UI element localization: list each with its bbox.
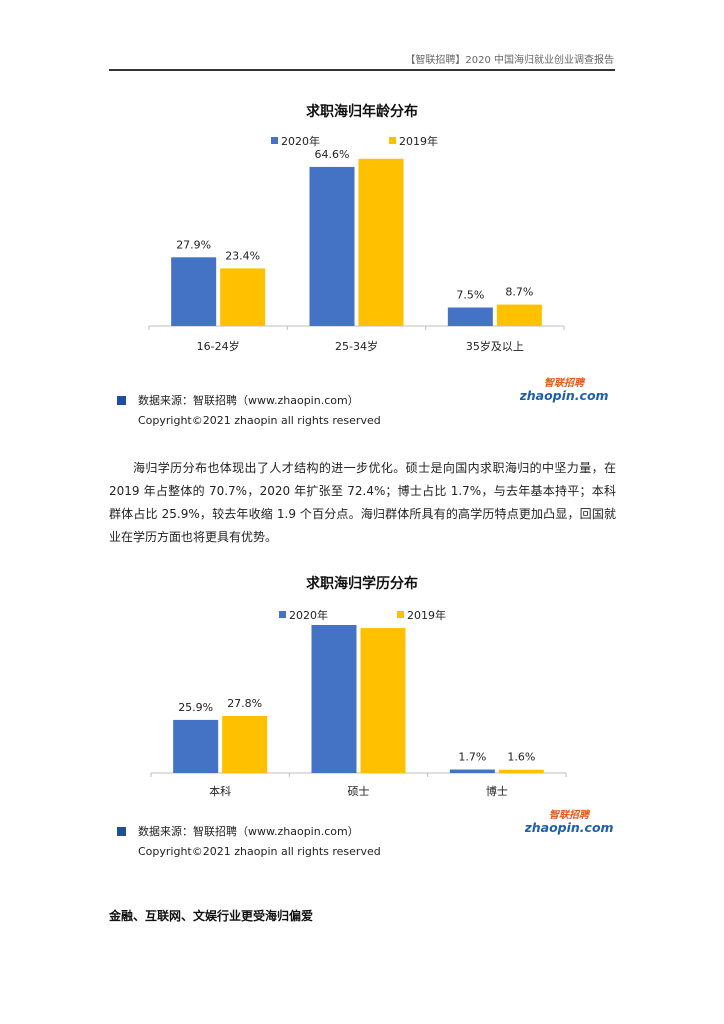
header-divider bbox=[109, 69, 615, 71]
bar-2019年-25-34岁 bbox=[358, 158, 404, 326]
bar-2020年-16-24岁 bbox=[171, 257, 217, 326]
legend-item-2020: 2020年 bbox=[271, 133, 320, 149]
bar-2019年-本科 bbox=[222, 716, 268, 773]
chart2-title: 求职海归学历分布 bbox=[306, 576, 418, 592]
data-label: 7.5% bbox=[456, 289, 484, 302]
legend-swatch-2020 bbox=[271, 137, 278, 144]
legend-label-2020: 2020年 bbox=[281, 135, 320, 148]
source-marker-icon bbox=[117, 827, 126, 836]
legend-item-2020: 2020年 bbox=[279, 607, 328, 623]
chart1-copyright: Copyright©2021 zhaopin all rights reserv… bbox=[138, 414, 381, 427]
logo-en-text: zhaopin.com bbox=[525, 820, 613, 835]
data-label: 23.4% bbox=[225, 249, 260, 262]
chart1-plot: 27.9% 23.4% 16-24岁 64.6% 67.9% 25-34岁 7.5% 8.7%… bbox=[148, 150, 565, 353]
body-paragraph: 海归学历分布也体现出了人才结构的进一步优化。硕士是向国内求职海归的中坚力量，在 … bbox=[109, 461, 616, 544]
page-header: 【智联招聘】2020 中国海归就业创业调查报告 bbox=[405, 55, 614, 66]
chart1-source: 数据来源：智联招聘（www.zhaopin.com） bbox=[117, 392, 359, 408]
chart2-copyright: Copyright©2021 zhaopin all rights reserv… bbox=[138, 845, 381, 858]
bar-2019年-35岁及以上 bbox=[496, 304, 542, 326]
legend-item-2019: 2019年 bbox=[397, 607, 446, 623]
data-label: 8.7% bbox=[505, 286, 533, 299]
legend-label-2019: 2019年 bbox=[407, 609, 446, 622]
data-label: 67.9% bbox=[364, 150, 399, 153]
category-label: 35岁及以上 bbox=[466, 339, 524, 353]
chart1-source-text: 数据来源：智联招聘（www.zhaopin.com） bbox=[138, 394, 359, 407]
category-label: 16-24岁 bbox=[197, 339, 240, 353]
bar-2020年-25-34岁 bbox=[309, 166, 355, 326]
chart2-plot: 25.9%27.8%本科72.4%70.7%硕士1.7%1.6%博士 bbox=[150, 625, 567, 798]
data-label: 27.9% bbox=[176, 238, 211, 251]
bar-2020年-本科 bbox=[173, 719, 219, 773]
legend-label-2020: 2020年 bbox=[289, 609, 328, 622]
bar-2019年-硕士 bbox=[360, 628, 406, 773]
chart2-source: 数据来源：智联招聘（www.zhaopin.com） bbox=[117, 823, 359, 839]
category-label: 博士 bbox=[486, 785, 508, 798]
chart1-title: 求职海归年龄分布 bbox=[306, 104, 418, 120]
data-label: 64.6% bbox=[315, 150, 350, 161]
logo-cn-text: 智联招聘 bbox=[549, 809, 591, 821]
data-label: 1.6% bbox=[507, 751, 535, 764]
category-label: 本科 bbox=[209, 784, 231, 798]
data-label: 27.8% bbox=[227, 697, 262, 710]
bar-2020年-硕士 bbox=[311, 625, 357, 773]
logo-cn-text: 智联招聘 bbox=[544, 377, 586, 389]
bar-2019年-博士 bbox=[498, 769, 544, 773]
zhaopin-logo-icon: 智联招聘 zhaopin.com bbox=[525, 809, 613, 835]
legend-swatch-2020 bbox=[279, 611, 286, 618]
legend-label-2019: 2019年 bbox=[399, 135, 438, 148]
zhaopin-logo-icon: 智联招聘 zhaopin.com bbox=[520, 377, 608, 403]
data-label: 1.7% bbox=[458, 751, 486, 764]
bar-2020年-博士 bbox=[449, 769, 495, 773]
logo-en-text: zhaopin.com bbox=[520, 388, 608, 403]
legend-swatch-2019 bbox=[397, 611, 404, 618]
category-label: 硕士 bbox=[348, 785, 370, 798]
legend-swatch-2019 bbox=[389, 137, 396, 144]
legend-item-2019: 2019年 bbox=[389, 133, 438, 149]
source-marker-icon bbox=[117, 396, 126, 405]
section-heading: 金融、互联网、文娱行业更受海归偏爱 bbox=[109, 909, 314, 923]
chart2-source-text: 数据来源：智联招聘（www.zhaopin.com） bbox=[138, 825, 359, 838]
bar-2019年-16-24岁 bbox=[220, 268, 266, 326]
category-label: 25-34岁 bbox=[335, 339, 378, 353]
data-label: 25.9% bbox=[178, 701, 213, 714]
bar-2020年-35岁及以上 bbox=[447, 307, 493, 326]
